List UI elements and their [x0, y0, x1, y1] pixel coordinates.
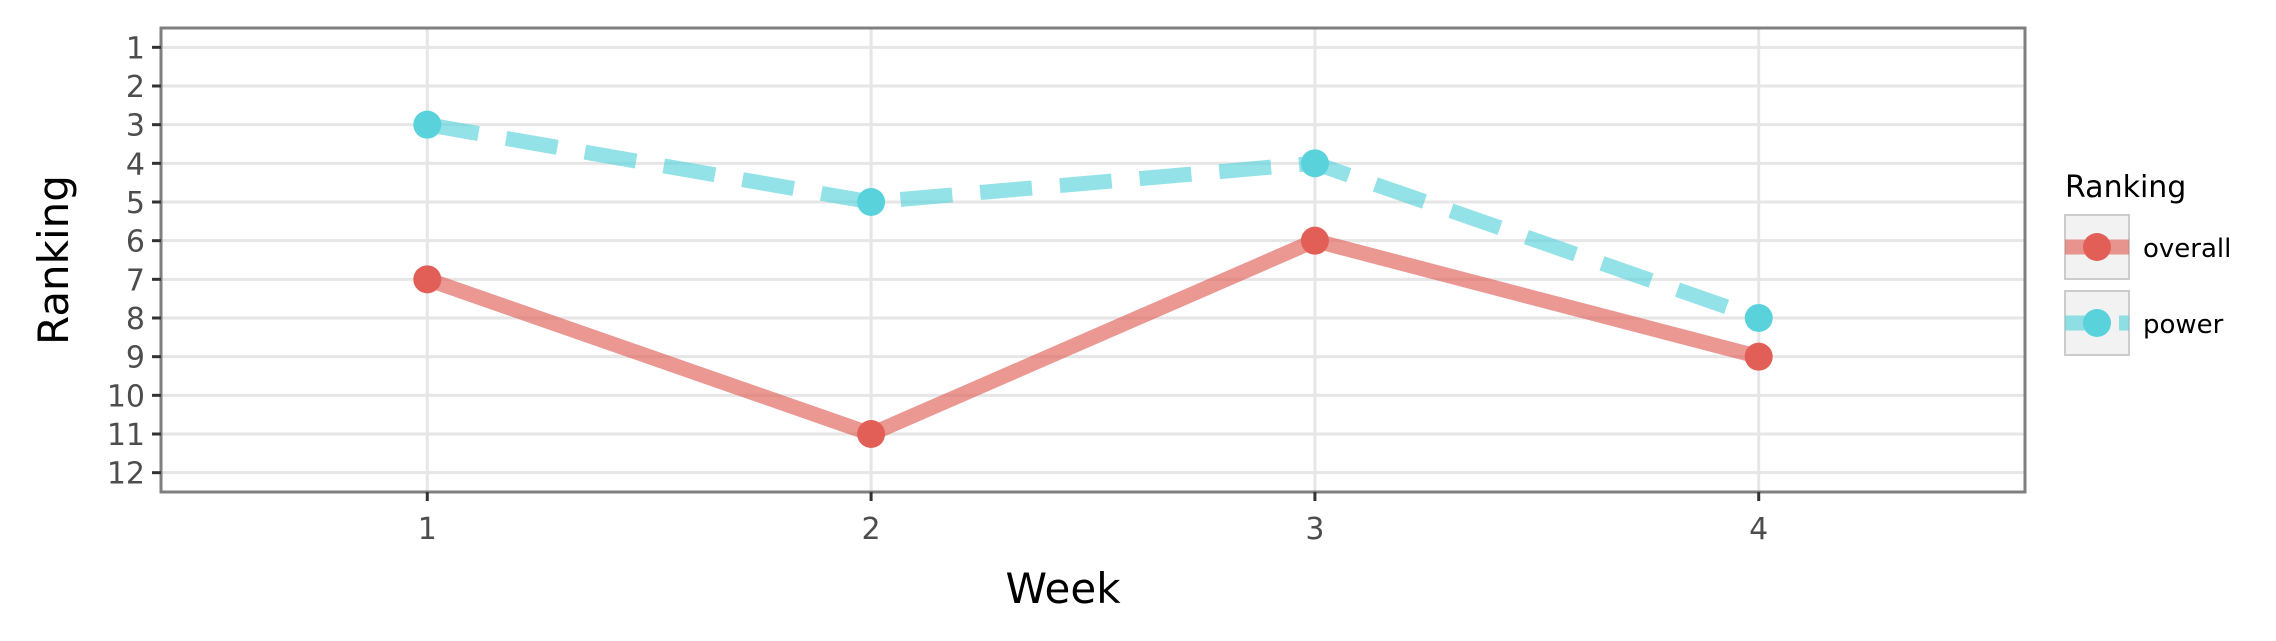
- x-tick-label: 2: [862, 512, 881, 547]
- legend-point-overall: [2083, 233, 2111, 261]
- data-point-power: [1300, 149, 1329, 178]
- data-point-overall: [413, 265, 442, 294]
- data-point-overall: [857, 420, 886, 448]
- data-point-overall: [1744, 342, 1773, 371]
- plot-panel-background: [161, 28, 2025, 492]
- data-point-power: [857, 188, 886, 216]
- y-tick-label: 12: [107, 457, 145, 492]
- y-tick-label: 2: [126, 70, 145, 105]
- y-tick-label: 4: [126, 147, 145, 182]
- data-point-power: [413, 110, 442, 139]
- x-tick-label: 1: [418, 512, 437, 547]
- series-line-power: [425, 117, 1762, 326]
- y-tick-label: 7: [126, 263, 145, 298]
- y-axis-title: Ranking: [29, 175, 78, 345]
- data-point-power: [1744, 304, 1773, 332]
- x-tick-label: 3: [1305, 512, 1324, 547]
- y-gridlines: [161, 45, 2025, 475]
- data-point-overall: [1300, 226, 1329, 255]
- series-line-overall: [424, 233, 1761, 442]
- x-gridlines: [425, 28, 1761, 492]
- legend-items: overall power: [2064, 214, 2231, 356]
- y-tick-label: 3: [126, 109, 145, 144]
- plot-panel-border: [159, 26, 2027, 494]
- x-axis: 1 2 3 4: [418, 492, 1768, 547]
- legend-title: Ranking: [2065, 170, 2186, 205]
- legend-label-overall: overall: [2143, 234, 2231, 264]
- series-points: [413, 110, 1773, 448]
- series-lines: [424, 117, 1762, 442]
- legend: Ranking overall power: [2064, 170, 2231, 356]
- x-axis-title: Week: [1005, 564, 1121, 613]
- y-tick-label: 6: [126, 225, 145, 260]
- y-tick-label: 9: [126, 341, 145, 376]
- legend-point-power: [2083, 309, 2111, 337]
- y-tick-label: 11: [107, 418, 145, 453]
- y-tick-label: 1: [126, 31, 145, 66]
- y-tick-label: 8: [126, 302, 145, 337]
- x-tick-label: 4: [1749, 512, 1768, 547]
- y-tick-label: 10: [107, 379, 145, 414]
- legend-label-power: power: [2143, 310, 2224, 340]
- y-tick-label: 5: [126, 186, 145, 221]
